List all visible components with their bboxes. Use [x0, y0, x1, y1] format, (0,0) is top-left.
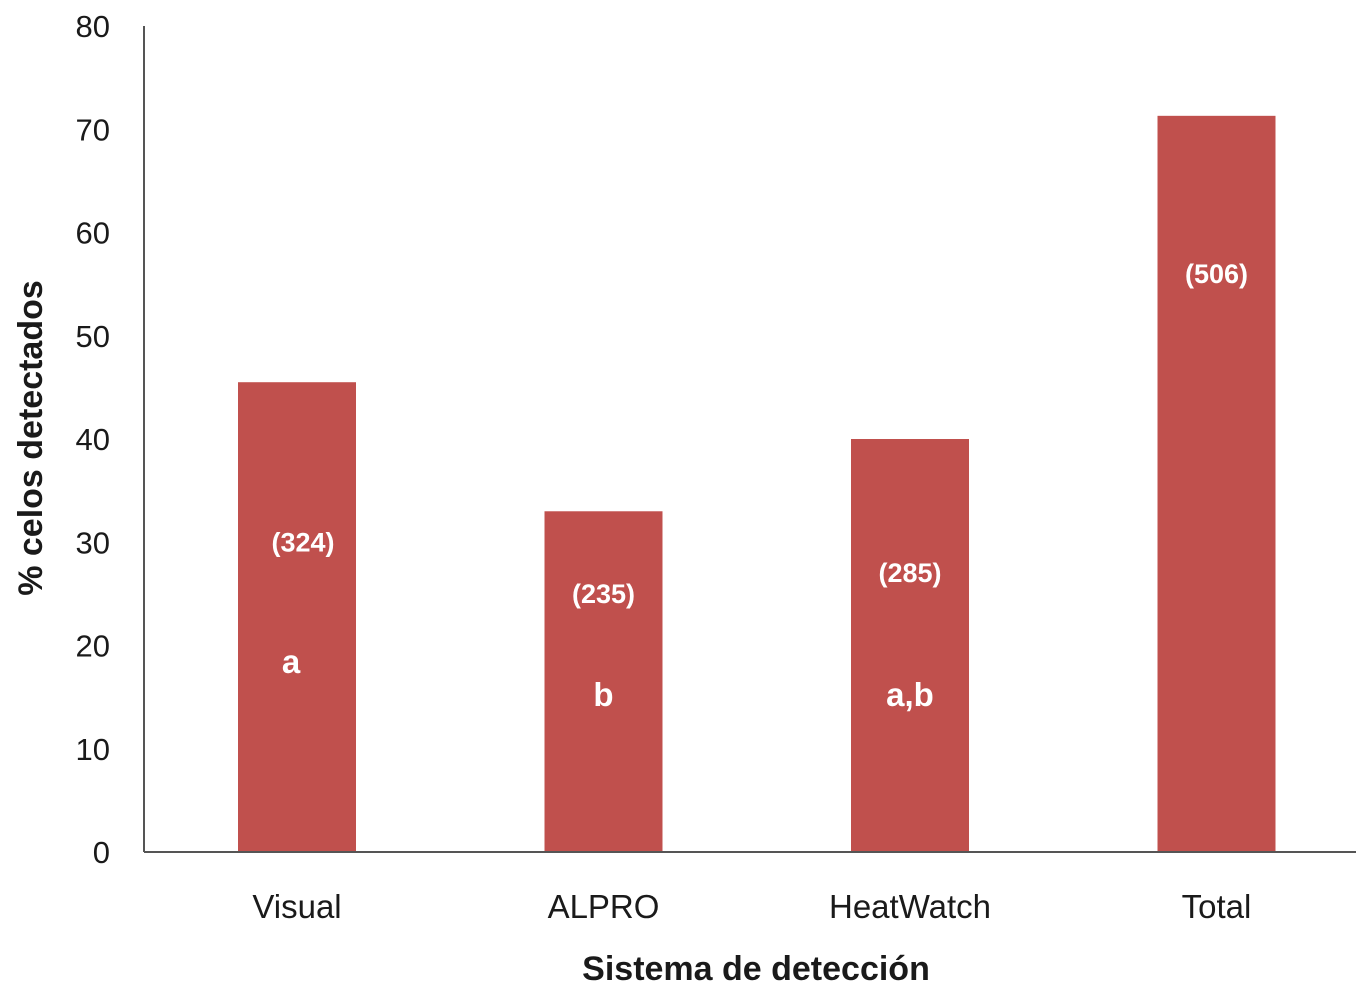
bar-labels-group: (324) a (235) b (285) a,b (506) — [271, 259, 1248, 713]
y-tick-label: 0 — [93, 835, 110, 870]
bar-alpro — [544, 511, 663, 852]
bar-count-label: (324) — [271, 527, 334, 557]
bar-heatwatch — [851, 439, 969, 852]
y-tick-label: 80 — [76, 9, 110, 44]
x-tick-label: Total — [1182, 888, 1252, 925]
y-axis-title: % celos detectados — [12, 280, 50, 596]
bars-group — [238, 115, 1276, 852]
bar-count-label: (285) — [878, 558, 941, 588]
y-tick-label: 70 — [76, 112, 110, 147]
y-tick-labels: 0 10 20 30 40 50 60 70 80 — [76, 9, 110, 870]
x-tick-labels: Visual ALPRO HeatWatch Total — [252, 888, 1251, 925]
y-tick-label: 30 — [76, 525, 110, 560]
significance-letter: a — [282, 643, 301, 680]
y-tick-label: 50 — [76, 319, 110, 354]
bar-total — [1157, 115, 1276, 852]
y-tick-label: 40 — [76, 422, 110, 457]
bar-count-label: (506) — [1185, 259, 1248, 289]
significance-letter: a,b — [886, 676, 934, 713]
x-tick-label: HeatWatch — [829, 888, 991, 925]
y-tick-label: 60 — [76, 216, 110, 251]
x-tick-label: Visual — [252, 888, 341, 925]
y-tick-label: 10 — [76, 732, 110, 767]
x-tick-label: ALPRO — [548, 888, 660, 925]
bar-visual — [238, 382, 356, 852]
x-axis-title: Sistema de detección — [582, 950, 930, 984]
significance-letter: b — [593, 676, 613, 713]
bar-count-label: (235) — [572, 579, 635, 609]
y-tick-label: 20 — [76, 629, 110, 664]
